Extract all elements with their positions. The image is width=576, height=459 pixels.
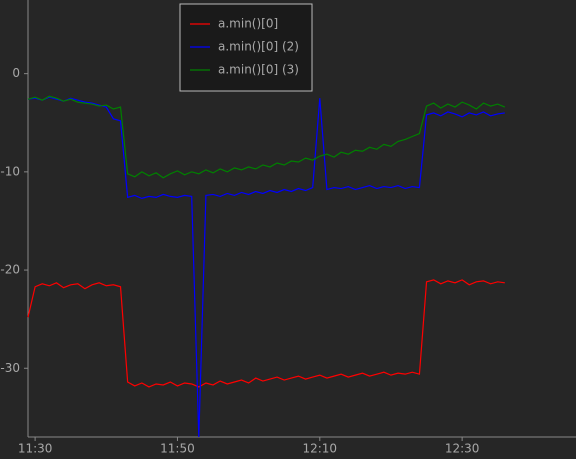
y-tick-label: -20 bbox=[0, 263, 20, 277]
x-tick-label: 11:50 bbox=[160, 442, 195, 456]
y-tick-label: -30 bbox=[0, 361, 20, 375]
x-tick-label: 12:30 bbox=[445, 442, 480, 456]
series-line bbox=[27, 95, 506, 179]
series-line bbox=[27, 96, 505, 438]
legend-label: a.min()[0] (2) bbox=[218, 40, 299, 54]
x-tick-label: 12:10 bbox=[302, 442, 337, 456]
legend-label: a.min()[0] (3) bbox=[218, 63, 299, 77]
series-line bbox=[27, 279, 505, 388]
y-tick-label: -10 bbox=[0, 164, 20, 178]
legend: a.min()[0] a.min()[0] (2) a.min()[0] (3) bbox=[179, 3, 313, 92]
legend-label: a.min()[0] bbox=[218, 17, 278, 31]
y-tick-label: 0 bbox=[12, 66, 20, 80]
x-tick-label: 11:30 bbox=[18, 442, 53, 456]
legend-box bbox=[179, 3, 313, 92]
